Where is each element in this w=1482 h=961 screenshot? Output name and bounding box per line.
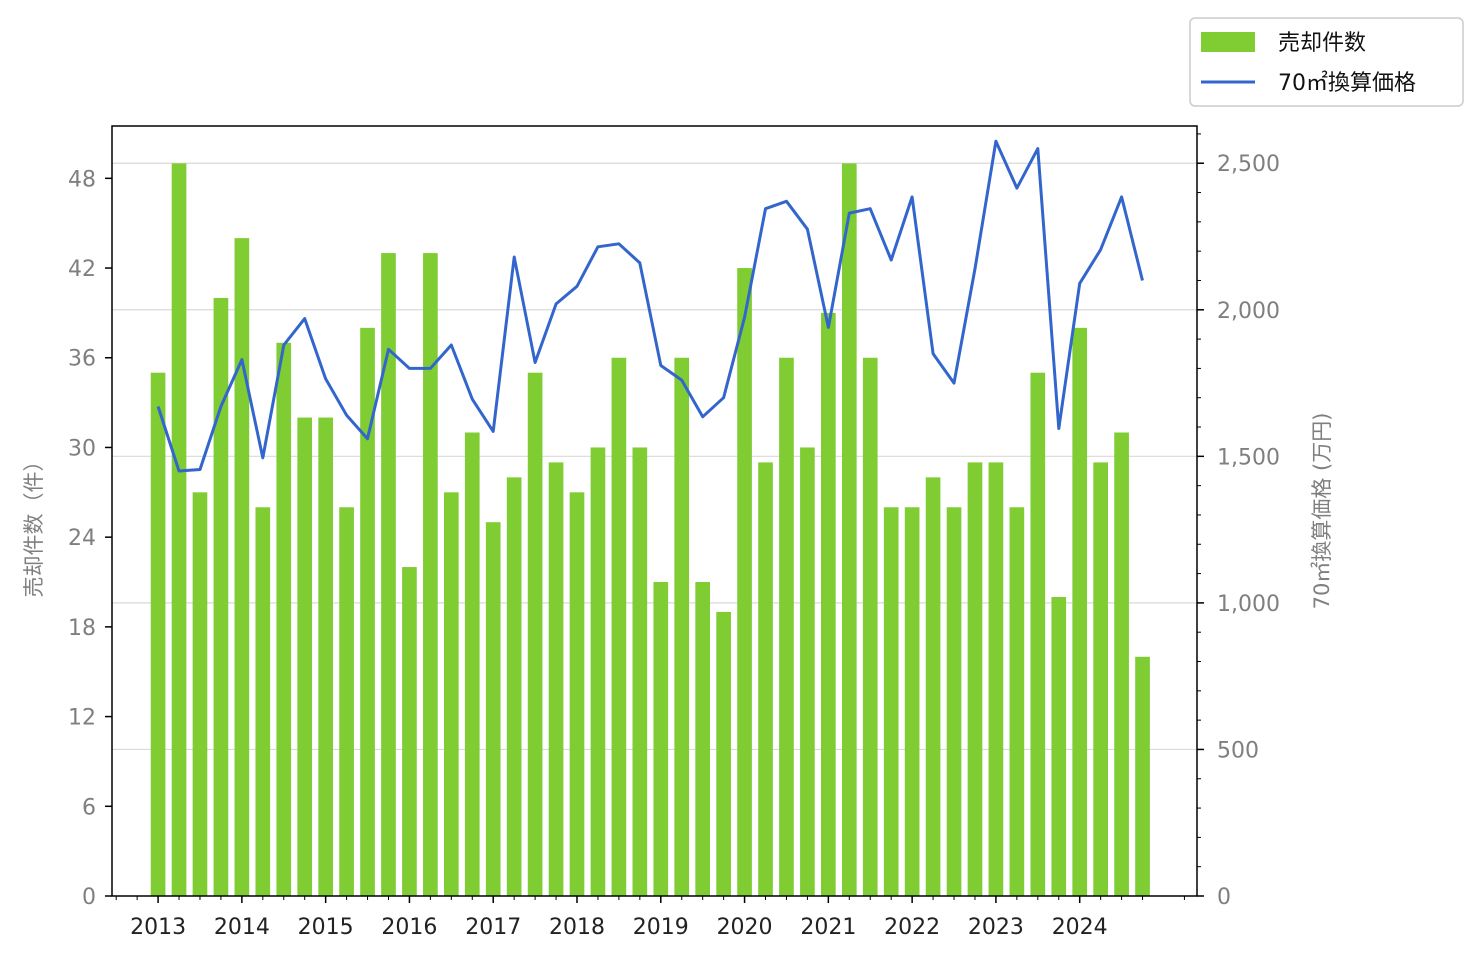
- bar: [779, 357, 794, 896]
- x-tick-label: 2021: [800, 915, 856, 940]
- bar: [192, 492, 208, 896]
- y-left-tick-label: 18: [68, 616, 96, 641]
- bar: [150, 372, 166, 896]
- x-tick-label: 2016: [381, 915, 437, 940]
- legend-box: [1189, 17, 1464, 107]
- bar: [821, 312, 836, 897]
- bar: [967, 462, 983, 896]
- axes: 0 6 12 18 24 30 36 42 48 0 500 1,000 1,500 2,000 2,500…: [68, 133, 1280, 940]
- y-right-tick-label: 1,500: [1217, 445, 1280, 470]
- y-left-tick-label: 0: [82, 885, 96, 910]
- bar: [1072, 327, 1088, 896]
- bar: [1030, 372, 1046, 896]
- y-right-tick-label: 2,500: [1217, 152, 1280, 177]
- bar: [1009, 507, 1025, 896]
- bar: [297, 417, 313, 896]
- bar: [904, 507, 920, 896]
- bar: [1051, 596, 1067, 896]
- bar: [171, 163, 187, 896]
- legend-line-label: 70㎡換算価格: [1278, 70, 1416, 96]
- bar: [988, 462, 1004, 896]
- line-series: [156, 139, 1144, 473]
- bar: [1093, 462, 1108, 896]
- x-tick-label: 2024: [1052, 915, 1108, 940]
- bar: [569, 492, 585, 896]
- y-left-tick-label: 12: [68, 706, 96, 731]
- legend: 売却件数 70㎡換算価格: [1189, 17, 1464, 107]
- y-right-tick-label: 0: [1217, 885, 1231, 910]
- bar: [925, 477, 941, 896]
- bar: [737, 268, 752, 897]
- bar: [716, 611, 731, 896]
- bar-series: [150, 163, 1150, 897]
- y-right-tick-label: 2,000: [1217, 299, 1280, 324]
- bar: [841, 163, 857, 896]
- bar: [632, 447, 648, 896]
- bar: [862, 357, 878, 896]
- bar: [276, 342, 292, 896]
- bar: [800, 447, 815, 896]
- plot-frame: [111, 125, 1198, 897]
- bar: [381, 253, 396, 896]
- bar: [674, 357, 690, 896]
- legend-bar-swatch: [1201, 32, 1255, 52]
- y-left-tick-label: 6: [82, 795, 96, 820]
- x-tick-label: 2014: [214, 915, 270, 940]
- bar: [464, 432, 480, 896]
- bar: [506, 477, 522, 896]
- y-right-tick-label: 500: [1217, 738, 1259, 763]
- bar: [213, 297, 229, 896]
- bar: [339, 507, 354, 896]
- price-line: [156, 139, 1144, 473]
- x-tick-label: 2022: [884, 915, 940, 940]
- y-axis-label-right: 70㎡換算価格 (万円): [1310, 413, 1334, 610]
- bar: [402, 567, 417, 896]
- bar: [527, 372, 543, 896]
- x-tick-label: 2013: [130, 915, 186, 940]
- x-tick-label: 2015: [298, 915, 354, 940]
- bar: [590, 447, 606, 896]
- bar: [883, 507, 899, 896]
- y-left-tick-label: 36: [68, 347, 96, 372]
- bar: [653, 582, 669, 896]
- bar: [443, 492, 459, 896]
- y-axis-label-left: 売却件数（件）: [22, 451, 46, 598]
- bar: [255, 507, 271, 896]
- y-left-tick-label: 30: [68, 436, 96, 461]
- x-tick-label: 2017: [465, 915, 521, 940]
- x-tick-label: 2019: [633, 915, 689, 940]
- legend-bar-label: 売却件数: [1278, 31, 1366, 56]
- bar: [318, 417, 333, 896]
- bar: [1135, 656, 1150, 896]
- bar: [695, 582, 711, 896]
- bar: [485, 522, 501, 896]
- bar: [758, 462, 773, 896]
- bar: [234, 238, 250, 896]
- bar: [946, 507, 962, 896]
- bar: [360, 327, 375, 896]
- y-left-tick-label: 42: [68, 257, 96, 282]
- bar: [611, 357, 627, 896]
- x-tick-label: 2020: [717, 915, 773, 940]
- bar: [548, 462, 564, 896]
- x-tick-label: 2018: [549, 915, 605, 940]
- bar: [1114, 432, 1129, 896]
- bar: [423, 253, 438, 896]
- y-left-tick-label: 24: [68, 526, 96, 551]
- x-tick-label: 2023: [968, 915, 1024, 940]
- y-right-tick-label: 1,000: [1217, 592, 1280, 617]
- y-left-tick-label: 48: [68, 167, 96, 192]
